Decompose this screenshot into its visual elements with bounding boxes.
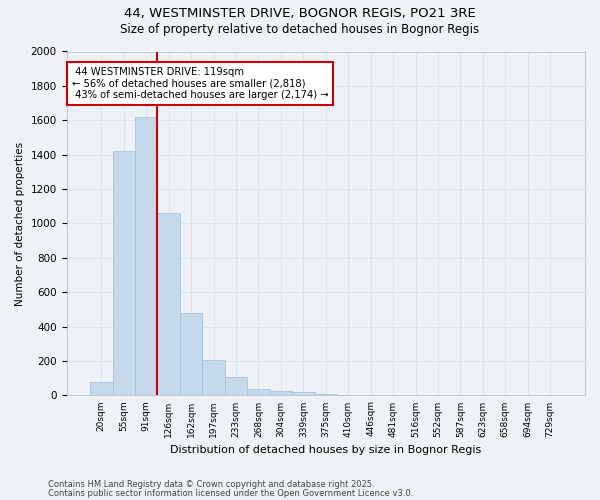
- Bar: [269, 390, 292, 396]
- Text: Size of property relative to detached houses in Bognor Regis: Size of property relative to detached ho…: [121, 22, 479, 36]
- Bar: [225, 377, 247, 396]
- Bar: [314, 394, 337, 396]
- Bar: [247, 389, 269, 396]
- Bar: [90, 382, 113, 396]
- Bar: [135, 117, 157, 396]
- Bar: [113, 151, 135, 396]
- Text: Contains HM Land Registry data © Crown copyright and database right 2025.: Contains HM Land Registry data © Crown c…: [48, 480, 374, 489]
- Text: 44, WESTMINSTER DRIVE, BOGNOR REGIS, PO21 3RE: 44, WESTMINSTER DRIVE, BOGNOR REGIS, PO2…: [124, 8, 476, 20]
- Bar: [292, 392, 314, 396]
- Bar: [202, 360, 225, 396]
- Bar: [157, 213, 180, 396]
- Text: 44 WESTMINSTER DRIVE: 119sqm
← 56% of detached houses are smaller (2,818)
 43% o: 44 WESTMINSTER DRIVE: 119sqm ← 56% of de…: [72, 67, 328, 100]
- X-axis label: Distribution of detached houses by size in Bognor Regis: Distribution of detached houses by size …: [170, 445, 481, 455]
- Y-axis label: Number of detached properties: Number of detached properties: [15, 142, 25, 306]
- Bar: [180, 313, 202, 396]
- Text: Contains public sector information licensed under the Open Government Licence v3: Contains public sector information licen…: [48, 488, 413, 498]
